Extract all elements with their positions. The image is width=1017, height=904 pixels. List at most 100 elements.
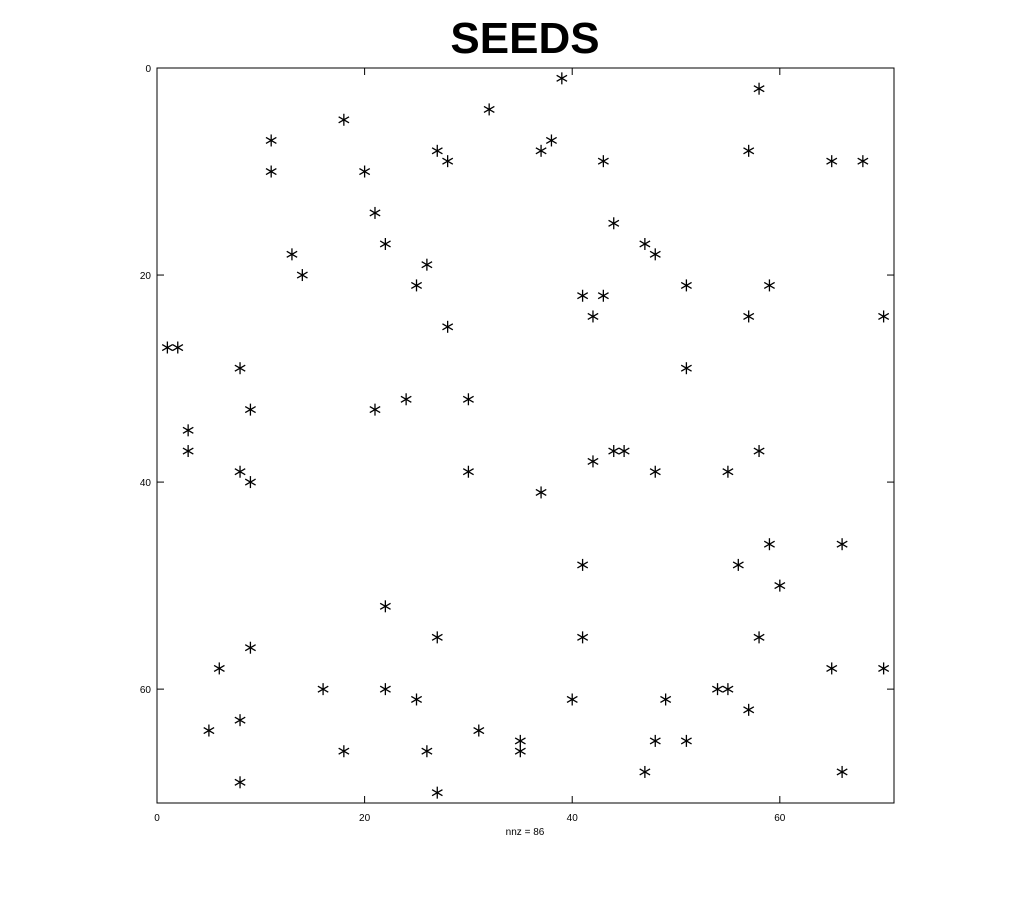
data-point bbox=[577, 289, 589, 302]
data-point bbox=[244, 403, 256, 416]
data-point bbox=[172, 341, 184, 354]
data-point bbox=[213, 662, 225, 675]
data-point bbox=[234, 362, 246, 375]
data-point bbox=[182, 424, 194, 437]
data-point bbox=[556, 72, 568, 85]
x-axis-label: nnz = 86 bbox=[506, 827, 545, 838]
x-tick-label: 20 bbox=[359, 813, 371, 824]
data-point bbox=[317, 683, 329, 696]
data-point bbox=[743, 703, 755, 716]
data-point bbox=[442, 155, 454, 168]
data-point bbox=[421, 258, 433, 271]
data-point bbox=[649, 734, 661, 747]
data-point bbox=[587, 310, 599, 323]
data-point bbox=[608, 217, 620, 230]
data-point bbox=[473, 724, 485, 737]
data-point bbox=[410, 279, 423, 292]
data-point bbox=[514, 734, 526, 747]
data-point bbox=[753, 82, 765, 95]
data-point bbox=[462, 393, 474, 406]
data-point bbox=[234, 776, 246, 789]
data-point bbox=[462, 465, 474, 478]
y-tick-label: 60 bbox=[140, 685, 152, 696]
data-point bbox=[379, 237, 391, 250]
data-point bbox=[244, 641, 256, 654]
data-point bbox=[649, 465, 661, 478]
data-point bbox=[442, 320, 454, 333]
data-point bbox=[577, 631, 589, 644]
axis-tick-labels: 0 20 40 60 0 20 40 60 bbox=[140, 64, 786, 824]
data-point bbox=[545, 134, 557, 147]
data-point bbox=[763, 538, 775, 551]
data-point bbox=[722, 683, 734, 696]
data-point bbox=[369, 206, 381, 219]
data-point bbox=[597, 289, 609, 302]
data-point bbox=[597, 155, 609, 168]
data-point bbox=[379, 683, 391, 696]
x-tick-label: 0 bbox=[154, 813, 160, 824]
data-point bbox=[400, 393, 412, 406]
y-tick-label: 40 bbox=[140, 478, 152, 489]
data-point bbox=[587, 455, 599, 468]
data-point bbox=[712, 683, 724, 696]
data-point bbox=[878, 310, 890, 323]
data-point bbox=[431, 631, 443, 644]
data-point bbox=[234, 465, 246, 478]
data-point bbox=[286, 248, 298, 261]
y-tick-label: 0 bbox=[145, 64, 151, 75]
data-point bbox=[608, 445, 620, 458]
data-point bbox=[722, 465, 734, 478]
data-point bbox=[732, 558, 744, 571]
data-point bbox=[639, 765, 651, 778]
data-point bbox=[410, 693, 423, 706]
data-point bbox=[535, 486, 547, 499]
data-point bbox=[743, 144, 755, 157]
x-tick-label: 60 bbox=[774, 813, 786, 824]
data-point bbox=[774, 579, 786, 592]
data-point bbox=[680, 279, 692, 292]
data-point bbox=[182, 445, 194, 458]
data-point bbox=[566, 693, 578, 706]
data-point bbox=[203, 724, 215, 737]
data-point bbox=[680, 734, 692, 747]
y-tick-label: 20 bbox=[140, 271, 152, 282]
data-point bbox=[577, 558, 589, 571]
data-point bbox=[660, 693, 672, 706]
x-tick-label: 40 bbox=[567, 813, 579, 824]
axis-ticks bbox=[156, 67, 894, 803]
data-point bbox=[431, 786, 443, 799]
data-point bbox=[338, 113, 350, 126]
data-point bbox=[421, 745, 433, 758]
data-point bbox=[234, 714, 246, 727]
data-point bbox=[763, 279, 775, 292]
data-point bbox=[483, 103, 495, 116]
plot-area bbox=[156, 67, 895, 804]
data-point bbox=[244, 476, 256, 489]
chart-title: SEEDS bbox=[450, 14, 600, 63]
data-point bbox=[265, 134, 277, 147]
data-point bbox=[649, 248, 661, 261]
data-point bbox=[431, 144, 443, 157]
data-point bbox=[826, 662, 838, 675]
data-point bbox=[379, 600, 391, 613]
data-point bbox=[753, 445, 765, 458]
data-point bbox=[639, 237, 651, 250]
data-point bbox=[680, 362, 692, 375]
data-point bbox=[836, 765, 848, 778]
data-point bbox=[338, 745, 350, 758]
data-point bbox=[857, 155, 869, 168]
data-point bbox=[743, 310, 755, 323]
data-point bbox=[535, 144, 547, 157]
data-point bbox=[265, 165, 277, 178]
data-point bbox=[826, 155, 838, 168]
data-point bbox=[359, 165, 371, 178]
data-point bbox=[618, 445, 630, 458]
data-point bbox=[161, 341, 173, 354]
data-point bbox=[296, 269, 308, 282]
data-point bbox=[753, 631, 765, 644]
data-point bbox=[514, 745, 526, 758]
data-point bbox=[878, 662, 890, 675]
data-point bbox=[836, 538, 848, 551]
data-point bbox=[369, 403, 381, 416]
